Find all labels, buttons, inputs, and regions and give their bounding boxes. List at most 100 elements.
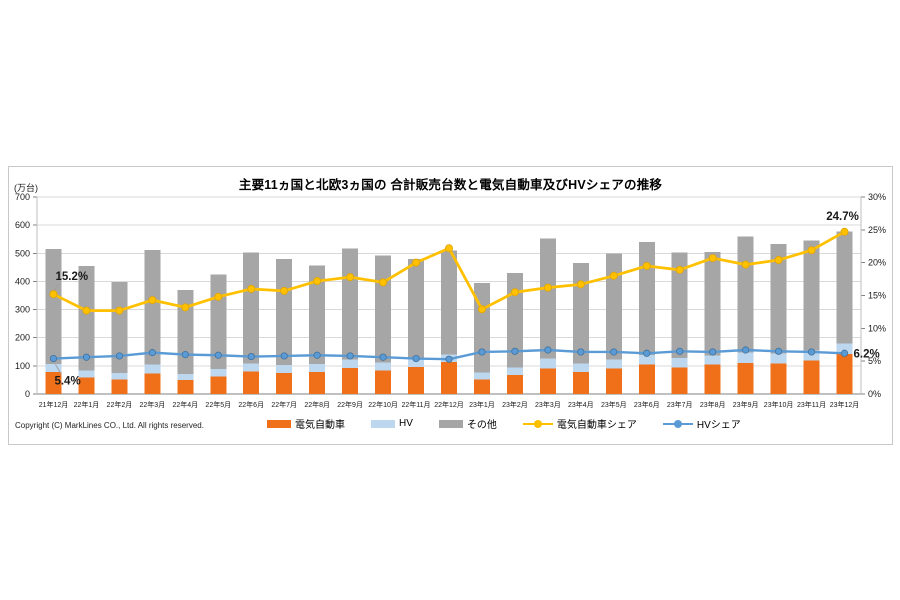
bar-segment-ev [45,372,62,394]
x-axis-tick-label: 21年12月 [39,400,69,409]
ev-share-marker [247,284,256,293]
bar-segment-hv [671,357,688,368]
x-axis-tick-label: 22年6月 [238,400,264,409]
bar-segment-ev [836,353,853,394]
bar-segment-hv [770,353,787,364]
chart-frame: 主要11ヵ国と北欧3ヵ国の 合計販売台数と電気自動車及びHVシェアの推移 (万台… [8,166,893,445]
bar-segment-other [836,231,853,344]
bar-segment-ev [803,360,820,394]
left-axis-tick-label: 500 [15,248,30,258]
bar-segment-other [704,251,721,356]
right-axis-tick-label: 0% [868,389,881,399]
left-axis-tick-label: 600 [15,220,30,230]
hv-share-marker [148,349,156,357]
ev-share-marker [444,244,453,253]
x-axis-tick-label: 23年11月 [797,400,826,409]
bar-segment-ev [309,371,326,394]
ev-bar-swatch-icon [267,419,291,428]
hv-share-marker [82,353,91,361]
hv-share-marker [742,346,750,354]
hv-share-marker [346,352,354,360]
right-axis-tick-label: 20% [868,258,886,268]
bar-segment-other [177,289,194,375]
ev-share-marker [477,305,486,314]
bar-segment-hv [803,350,820,361]
bar-segment-ev [704,364,721,394]
x-axis-tick-label: 22年3月 [140,400,166,409]
left-axis-tick-label: 0 [25,389,30,399]
bar-segment-hv [45,364,62,373]
bar-segment-ev [572,372,589,394]
bar-segment-hv [836,343,853,354]
hv-share-marker [214,351,222,359]
bar-segment-other [671,252,688,358]
hv-share-marker [643,349,651,357]
legend-label-ev-share: 電気自動車シェア [556,420,637,431]
right-axis-tick-label: 10% [868,323,886,333]
bar-segment-ev [276,372,293,394]
ev-share-marker [115,306,124,315]
bar-segment-other [408,258,425,360]
ev-share-marker [510,288,519,297]
hv-share-marker [313,351,321,359]
bar-segment-ev [144,373,161,394]
bar-segment-other [111,281,128,374]
bar-segment-ev [177,380,194,394]
hv-share-marker [478,348,486,356]
bar-segment-ev [506,375,523,394]
hv-share-marker [445,355,453,363]
legend-item-hv: HV [371,418,413,429]
hv-share-marker [544,346,552,354]
right-axis-tick-label: 5% [868,356,881,366]
bar-segment-hv [375,362,392,371]
hv-share-marker [115,352,124,360]
bar-segment-ev [342,368,359,394]
left-axis-tick-label: 700 [15,192,30,202]
hv-share-line-swatch-icon [662,419,693,428]
annotation-label: 24.7% [826,211,859,223]
ev-share-marker [609,271,618,280]
bar-segment-ev [770,363,787,394]
bar-segment-ev [408,366,425,394]
bar-segment-hv [704,355,721,365]
x-axis-tick-label: 22年8月 [304,400,330,409]
ev-share-marker [148,296,157,305]
legend-label-ev: 電気自動車 [295,420,345,431]
bar-segment-hv [276,365,293,373]
bar-segment-ev [243,371,260,394]
bar-segment-other [506,272,523,368]
left-axis-tick-label: 100 [15,361,30,371]
ev-share-marker [741,260,750,269]
bar-segment-other [276,258,293,366]
right-axis-tick-label: 25% [868,225,886,235]
x-axis-tick-label: 22年11月 [402,400,431,409]
bar-segment-hv [737,352,754,364]
ev-share-line-swatch-icon [522,419,553,428]
bar-segment-other [45,249,62,365]
bar-segment-ev [473,379,490,394]
ev-share-marker [642,261,651,270]
hv-bar-swatch-icon [371,419,395,428]
bar-segment-other [572,263,589,364]
left-axis-unit-label: (万台) [14,183,38,193]
legend-item-hv-share: HVシェア [662,416,741,431]
x-axis-tick-label: 22年12月 [434,400,464,409]
hv-share-marker [774,347,783,355]
x-axis-tick-label: 23年2月 [502,400,528,409]
bar-segment-hv [210,369,227,377]
bar-segment-ev [111,379,128,394]
bar-segment-ev [671,367,688,394]
bar-segment-hv [243,363,260,372]
ev-share-marker [543,283,552,292]
x-axis-tick-label: 23年12月 [830,400,860,409]
ev-share-marker [346,273,355,282]
bar-segment-hv [506,367,523,376]
bar-segment-other [770,243,787,354]
ev-share-marker [181,303,190,312]
ev-share-marker [807,246,816,255]
bar-segment-hv [177,374,194,381]
right-axis-tick-label: 30% [868,192,886,202]
legend-label-other: その他 [466,420,497,431]
bar-segment-hv [342,359,359,369]
